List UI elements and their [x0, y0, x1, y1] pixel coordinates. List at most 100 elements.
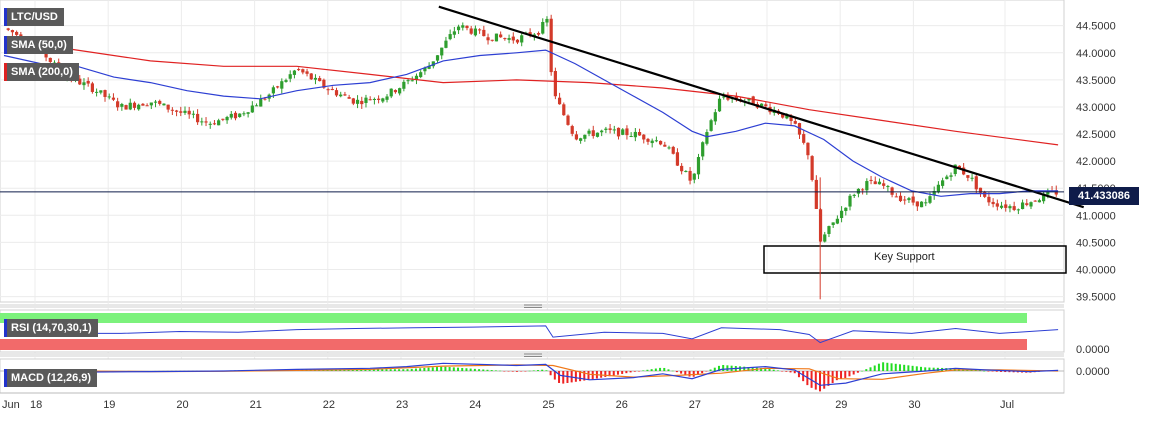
macd-label[interactable]: MACD (12,26,9) — [4, 369, 98, 387]
candle-body — [263, 98, 267, 100]
macd-hist-bar — [410, 368, 413, 371]
macd-hist-bar — [452, 367, 455, 371]
candle-body — [414, 75, 419, 80]
main-price-panel[interactable]: Key Support 44.5000 44.0000 43.5000 43.0000… — [0, 0, 1116, 393]
current-price-tag: 41.433086 — [1069, 187, 1139, 205]
macd-hist-bar — [528, 370, 531, 372]
candle-body — [153, 101, 158, 103]
macd-hist-bar — [898, 364, 901, 371]
candle-body — [200, 121, 204, 123]
candle-body — [297, 69, 301, 71]
candle-body — [861, 189, 865, 191]
candle-body — [629, 135, 633, 137]
macd-hist-bar — [886, 362, 889, 371]
time-tick-label: 21 — [250, 399, 262, 411]
price-tick-label: 42.0000 — [1076, 156, 1116, 168]
macd-panel[interactable]: 0.0000 — [0, 358, 1110, 394]
sma200-label[interactable]: SMA (200,0) — [4, 63, 79, 81]
candle-body — [238, 113, 242, 117]
candle-body — [671, 146, 675, 154]
candle-body — [612, 129, 616, 131]
candle-body — [452, 31, 456, 35]
candle-body — [444, 40, 448, 48]
candle-body — [486, 37, 490, 41]
candle-body — [128, 102, 132, 110]
candle-body — [936, 184, 940, 193]
candle-body — [322, 79, 326, 88]
time-tick-label: 27 — [689, 399, 701, 411]
candle-body — [456, 26, 461, 31]
candle-body — [6, 28, 10, 30]
macd-hist-bar — [924, 367, 927, 371]
candle-body — [107, 96, 111, 98]
rsi-overbought-zone — [0, 313, 1027, 323]
candle-body — [650, 140, 654, 144]
time-tick-label: 22 — [323, 399, 335, 411]
sma50-label[interactable]: SMA (50,0) — [4, 36, 73, 54]
candle-body — [217, 120, 221, 126]
macd-hist-bar — [499, 370, 502, 372]
macd-hist-bar — [520, 371, 523, 372]
panel-divider-1[interactable] — [0, 304, 1064, 308]
candle-body — [957, 165, 962, 169]
candle-body — [751, 96, 755, 105]
candle-body — [898, 195, 903, 202]
candle-body — [907, 198, 911, 201]
price-tick-label: 40.0000 — [1076, 264, 1116, 276]
macd-hist-bar — [629, 371, 632, 373]
candle-body — [196, 113, 200, 123]
candle-body — [680, 165, 684, 172]
candle-body — [280, 81, 284, 89]
rsi-label[interactable]: RSI (14,70,30,1) — [4, 319, 98, 337]
splitter-handle-1-icon[interactable] — [524, 304, 542, 308]
candle-body — [145, 105, 149, 107]
candle-body — [427, 65, 431, 69]
candle-body — [499, 34, 503, 38]
candle-body — [410, 80, 414, 82]
sma200-line — [3, 38, 1059, 146]
candle-body — [132, 102, 137, 108]
candle-body — [465, 25, 469, 29]
time-tick-label: Jul — [1000, 399, 1014, 411]
candle-body — [82, 82, 86, 86]
macd-hist-bar — [991, 371, 994, 372]
candle-body — [1046, 191, 1050, 195]
candle-body — [511, 36, 515, 41]
candle-body — [141, 103, 145, 106]
candle-body — [406, 80, 410, 82]
macd-hist-bar — [696, 371, 699, 375]
symbol-label[interactable]: LTC/USD — [4, 8, 64, 26]
candle-body — [225, 116, 229, 121]
candle-body — [608, 128, 612, 130]
time-tick-label: 29 — [835, 399, 847, 411]
macd-hist-bar — [372, 369, 375, 371]
candle-body — [536, 33, 541, 35]
candle-body — [999, 205, 1004, 208]
rsi-panel[interactable]: 0.0000 — [0, 309, 1110, 356]
price-tick-label: 44.5000 — [1076, 21, 1116, 33]
macd-hist-bar — [890, 363, 893, 371]
macd-hist-bar — [743, 366, 746, 371]
macd-hist-bar — [814, 371, 817, 390]
macd-hist-bar — [856, 371, 859, 373]
candle-body — [877, 181, 882, 185]
candle-body — [835, 218, 839, 224]
candle-body — [402, 81, 406, 89]
macd-hist-bar — [431, 367, 434, 371]
candle-body — [482, 29, 486, 37]
macd-hist-bar — [789, 371, 792, 373]
candle-body — [591, 130, 595, 137]
macd-hist-bar — [414, 368, 417, 371]
candle-body — [831, 222, 835, 225]
candle-body — [520, 35, 524, 43]
splitter-handle-2-icon[interactable] — [524, 353, 542, 357]
macd-hist-bar — [907, 365, 910, 371]
macd-hist-bar — [659, 367, 662, 371]
panel-divider-2[interactable] — [0, 353, 1064, 357]
price-axis: 44.5000 44.0000 43.5000 43.0000 42.5000 42.00… — [1076, 21, 1116, 304]
macd-hist-bar — [461, 367, 464, 371]
macd-hist-bar — [469, 368, 472, 371]
macd-axis-label: 0.0000 — [1076, 366, 1110, 378]
candle-body — [318, 78, 322, 82]
